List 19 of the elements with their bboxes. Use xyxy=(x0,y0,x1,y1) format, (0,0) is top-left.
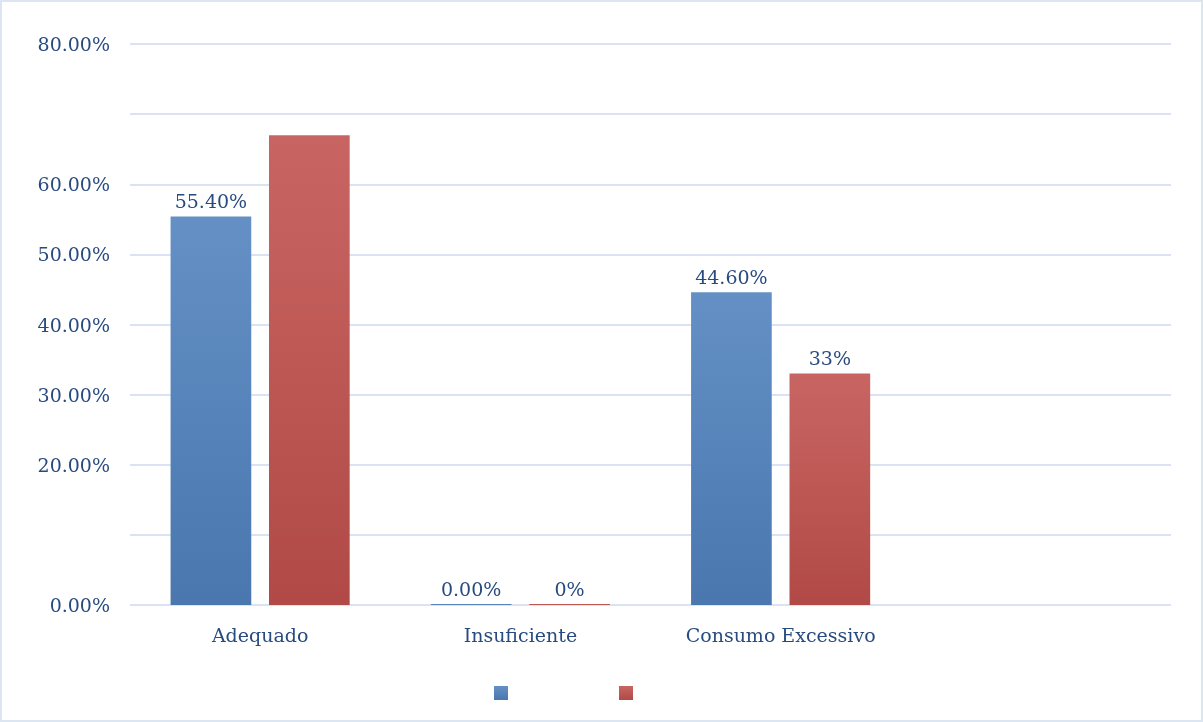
x-tick-label: Adequado xyxy=(210,623,309,646)
bar xyxy=(269,135,350,605)
data-label: 0% xyxy=(554,577,585,600)
data-label: 0.00% xyxy=(440,577,502,600)
y-tick-label: 40.00% xyxy=(37,313,110,336)
y-tick-label: 0.00% xyxy=(49,594,110,616)
x-tick-label: Insuficiente xyxy=(463,623,578,646)
data-label: 44.60% xyxy=(695,265,768,288)
x-tick-label: Consumo Excessivo xyxy=(685,623,876,646)
y-tick-label: 50.00% xyxy=(37,243,110,266)
bar xyxy=(789,373,871,605)
data-label: 33% xyxy=(808,347,851,370)
y-tick-label: 30.00% xyxy=(37,383,110,406)
bar xyxy=(691,292,772,605)
bar xyxy=(170,216,252,605)
y-tick-label: 80.00% xyxy=(37,33,110,55)
data-label: 55.40% xyxy=(174,190,248,213)
y-tick-label: 60.00% xyxy=(37,173,110,196)
y-tick-label: 20.00% xyxy=(37,453,110,476)
